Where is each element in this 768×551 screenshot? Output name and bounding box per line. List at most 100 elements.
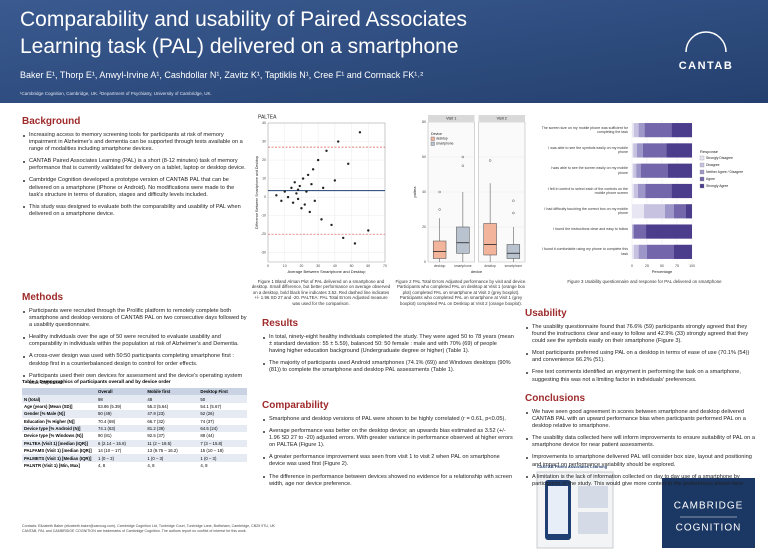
bar-segment — [665, 204, 674, 219]
x-tick-label: 0 — [267, 264, 269, 268]
bar-segment — [642, 143, 667, 158]
table-cell: 7 (3 – 15.8) — [198, 439, 247, 447]
section-heading: Conclusions — [525, 393, 586, 404]
bar-segment — [636, 163, 641, 178]
bar-segment — [632, 224, 634, 239]
box — [506, 244, 521, 259]
table-block: Table 1 Demographics of participants ove… — [22, 380, 247, 469]
bullet: Free text comments identified an enjoyme… — [525, 369, 755, 383]
table-cell: 1 (0 – 3) — [198, 454, 247, 462]
bullet: Smartphone and desktop versions of PAL w… — [262, 416, 514, 423]
table-row: PALFAMS (Visit 1) [median (IQR)] 14 (10 –… — [22, 447, 247, 454]
point — [320, 218, 323, 221]
point — [283, 190, 286, 193]
legend-label: Disagree — [706, 163, 720, 167]
bullet: We have seen good agreement in scores be… — [525, 409, 755, 430]
box — [432, 240, 447, 259]
table-cell: PALMETS (Visit 1) [Median (IQR)] — [22, 454, 96, 462]
x-tick-label: 60 — [366, 264, 370, 268]
bar-segment — [671, 183, 692, 199]
category-label: The screen size on my mobile phone was s… — [541, 125, 628, 134]
bar-segment — [641, 163, 668, 178]
thumbnail-desktop — [578, 486, 608, 508]
point — [290, 186, 293, 190]
table: Overall Mobile first Desktop First N (total… — [22, 388, 247, 469]
y-tick-label: -10 — [261, 214, 266, 218]
legend-swatch — [699, 162, 705, 168]
table-header: Overall Mobile first Desktop First — [22, 388, 247, 396]
bar-segment — [632, 123, 634, 138]
table-row: PALTEA (Visit 1) [median (IQR)] 6 (2.14 –… — [22, 439, 247, 447]
bullet: A greater performance improvement was se… — [262, 454, 514, 468]
legend-label: Neither Agree / Disagree — [706, 170, 743, 174]
table-cell: 98 — [96, 395, 146, 403]
table-caption: Table 1 Demographics of participants ove… — [22, 380, 171, 385]
panel-title: Visit 1 — [446, 117, 456, 121]
y-tick-label: 80 — [422, 120, 426, 124]
table-cell: 52 (26) — [198, 410, 247, 418]
bullet: The usability data collected here will i… — [525, 435, 755, 449]
legend-swatch — [699, 169, 705, 175]
bar-segment — [633, 123, 639, 138]
table-cell: 55.3 (5.64) — [147, 403, 169, 409]
bullet: Most participants preferred using PAL on… — [525, 350, 755, 364]
bar-segment — [632, 183, 634, 199]
table-cell: 6 (2.14 – 15.8) — [96, 439, 146, 447]
point — [286, 195, 290, 199]
section: Background Increasing access to memory sc… — [22, 116, 247, 223]
category-label: I felt in control to select each of the … — [547, 186, 628, 195]
bullet: This study was designed to evaluate both… — [22, 204, 247, 218]
header-band — [0, 0, 768, 103]
bar-segment — [632, 244, 634, 259]
bar-segment — [674, 204, 686, 219]
table-cell: 4, 8 — [98, 462, 106, 468]
outlier — [438, 208, 441, 211]
bullet: Participants used their own devices for … — [22, 373, 247, 387]
category-label: I found the instructions clear and easy … — [553, 227, 628, 232]
y-tick-label: -20 — [261, 232, 266, 236]
x-axis-label: Average Between Smartphone and Desktop — [288, 269, 367, 274]
point — [310, 182, 313, 186]
x-tick-label: desktop — [484, 264, 496, 268]
bullet: Improvements to smartphone delivered PAL… — [525, 454, 755, 468]
x-tick-label: smartphone — [505, 264, 523, 268]
plot-frame — [267, 122, 386, 263]
bar-segment — [644, 204, 665, 219]
outlier — [461, 155, 465, 159]
table-cell: 92.5 (37) — [147, 433, 165, 439]
x-tick-label: 70 — [383, 264, 387, 268]
table-row: Education [% Higher (N)] 70.4 (69) 66.7 (3… — [22, 418, 247, 425]
table-cell: 14 (10 – 17) — [98, 448, 122, 454]
logo-line: COGNITION — [676, 523, 742, 534]
point — [306, 173, 310, 177]
table-cell: 15 (10 – 18) — [200, 448, 224, 454]
table-cell: 13 (9.75 – 16.2) — [147, 448, 178, 454]
point — [275, 194, 278, 197]
table-cell: 64.5 (24) — [198, 424, 247, 433]
table-cell: 1 (0 – 3) — [145, 454, 199, 462]
bullet: Cambridge Cognition developed a prototyp… — [22, 177, 247, 198]
bar-segment — [633, 224, 647, 239]
point — [367, 229, 370, 232]
bar-segment — [633, 244, 639, 259]
section-heading: Background — [22, 116, 81, 127]
bar-segment — [633, 163, 637, 178]
bullet: Average performance was better on the de… — [262, 428, 514, 449]
y-tick-label: 40 — [422, 190, 426, 194]
bar-segment — [638, 244, 647, 259]
figure-caption: Figure 2 PAL Total Errors Adjusted perfo… — [395, 279, 527, 306]
legend-label: smartphone — [436, 142, 454, 146]
legend-label: Agree — [706, 177, 715, 181]
section: Methods Participants were recruited throu… — [22, 292, 247, 392]
box — [456, 226, 470, 254]
legend-swatch — [699, 183, 705, 189]
table-cell: 4, 8 — [147, 462, 155, 468]
bar-segment — [638, 123, 645, 138]
x-tick-label: 30 — [316, 264, 320, 268]
chart-title: PALTEA — [258, 114, 277, 120]
bar-segment — [686, 204, 692, 219]
table-cell: Gender [% Male (N)] — [22, 410, 96, 418]
category-label: I found it comfortable using my phone to… — [541, 247, 628, 256]
